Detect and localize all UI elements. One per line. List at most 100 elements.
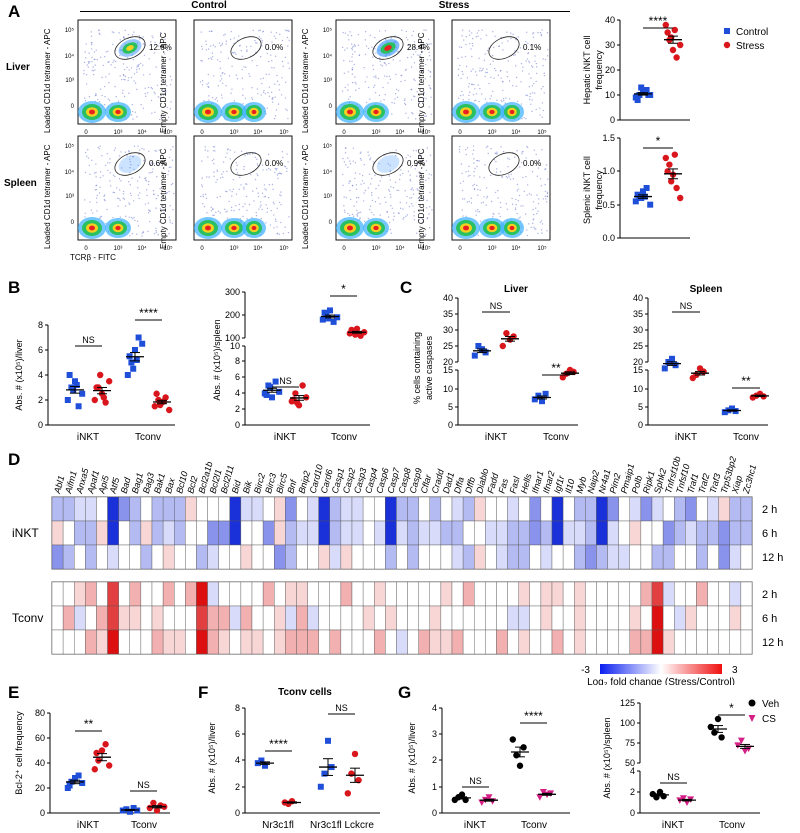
dot <box>108 81 110 84</box>
dot <box>369 158 371 161</box>
dot <box>430 113 432 115</box>
population-peak <box>115 225 121 231</box>
dot <box>144 92 147 95</box>
heat-cell <box>418 581 430 607</box>
dot <box>270 54 272 56</box>
dot <box>363 66 365 69</box>
dot <box>354 172 357 174</box>
dot <box>106 153 108 155</box>
dot <box>201 80 204 82</box>
dot <box>430 174 433 176</box>
panel-d-heatmap: Abl1 Aifm1 Anxa5 Apaf1 Api5 Atf5 Bad Bag1 Bag3 Ba… <box>0 450 800 688</box>
heat-cell <box>529 496 542 522</box>
heat-cell <box>451 581 464 607</box>
heat-cell <box>129 605 142 631</box>
dot <box>363 182 365 184</box>
dot <box>388 175 391 177</box>
scatter-dots <box>341 29 432 120</box>
flow-plot-0-1: Empty CD1d tetramer - APC 0 10³ 10⁴ 10⁵ 0.0% <box>156 18 306 143</box>
dot <box>472 145 475 147</box>
dot <box>280 195 282 197</box>
dot <box>479 176 481 178</box>
dot <box>262 91 265 94</box>
dot <box>148 172 150 174</box>
dot <box>415 118 417 120</box>
dot <box>216 169 218 171</box>
dot <box>417 54 419 56</box>
heat-cell <box>607 581 619 607</box>
dot <box>124 215 127 218</box>
dot <box>479 67 481 69</box>
dot <box>348 182 350 184</box>
dot <box>83 69 85 72</box>
sig-label: NS <box>279 376 292 386</box>
x-label-tconv: Tconv <box>521 820 547 831</box>
dot <box>496 99 498 101</box>
heat-cell <box>118 581 130 607</box>
dot <box>103 85 106 88</box>
dot <box>131 110 134 113</box>
dot <box>169 221 172 223</box>
heat-cell <box>651 544 664 570</box>
dot <box>224 156 227 158</box>
dot <box>124 205 127 207</box>
dot <box>524 213 527 215</box>
gene-label: Igf1r <box>552 474 567 495</box>
dot <box>383 62 386 64</box>
heat-cell <box>440 544 453 570</box>
dot <box>254 156 257 158</box>
heat-cell <box>685 581 697 607</box>
dot <box>109 162 111 164</box>
dot <box>466 77 469 79</box>
dot <box>355 184 358 186</box>
dot <box>465 65 468 68</box>
dot <box>459 94 462 97</box>
x-label-tconv: Tconv <box>131 820 157 831</box>
dot <box>487 145 489 148</box>
y-tick: 10³ <box>65 194 74 200</box>
dot <box>87 157 90 159</box>
sig-label: **** <box>269 737 288 751</box>
heat-cell <box>74 544 86 570</box>
dot <box>540 185 543 187</box>
dot <box>535 153 537 156</box>
heat-cell <box>318 520 330 546</box>
heat-cell <box>518 544 530 570</box>
y-tick-label: 35 <box>633 309 643 319</box>
heat-cell <box>507 605 519 631</box>
dot <box>83 199 86 201</box>
dot <box>159 31 162 34</box>
dot <box>396 96 399 99</box>
dot <box>165 192 168 195</box>
y-axis-label: Loaded CD1d tetramer - APC <box>301 144 310 249</box>
stress-point <box>98 747 106 754</box>
dot <box>541 223 544 225</box>
heat-cell <box>562 581 575 607</box>
dot <box>395 149 397 151</box>
dot <box>531 85 534 87</box>
dot <box>251 98 254 101</box>
dot <box>535 62 538 65</box>
dot <box>508 98 511 100</box>
dot <box>502 80 504 83</box>
dot <box>470 202 473 204</box>
dot <box>530 194 532 196</box>
dot <box>515 204 517 206</box>
dot <box>123 68 126 71</box>
heat-cell <box>62 605 75 631</box>
dot <box>423 29 425 31</box>
dot <box>373 214 375 216</box>
heat-cell <box>696 629 708 655</box>
heat-cell <box>574 629 586 655</box>
dot <box>287 117 289 120</box>
x-tick: 10⁴ <box>395 129 405 136</box>
dot <box>202 196 205 198</box>
heat-cell <box>540 544 553 570</box>
dot <box>429 71 432 73</box>
population-peak <box>489 225 495 231</box>
heat-cell <box>85 629 97 655</box>
dot <box>88 52 90 54</box>
dot <box>493 77 495 79</box>
heat-cell <box>474 520 486 546</box>
